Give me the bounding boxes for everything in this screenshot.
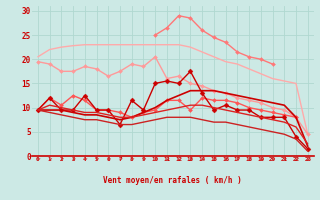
X-axis label: Vent moyen/en rafales ( km/h ): Vent moyen/en rafales ( km/h ) — [103, 176, 242, 185]
